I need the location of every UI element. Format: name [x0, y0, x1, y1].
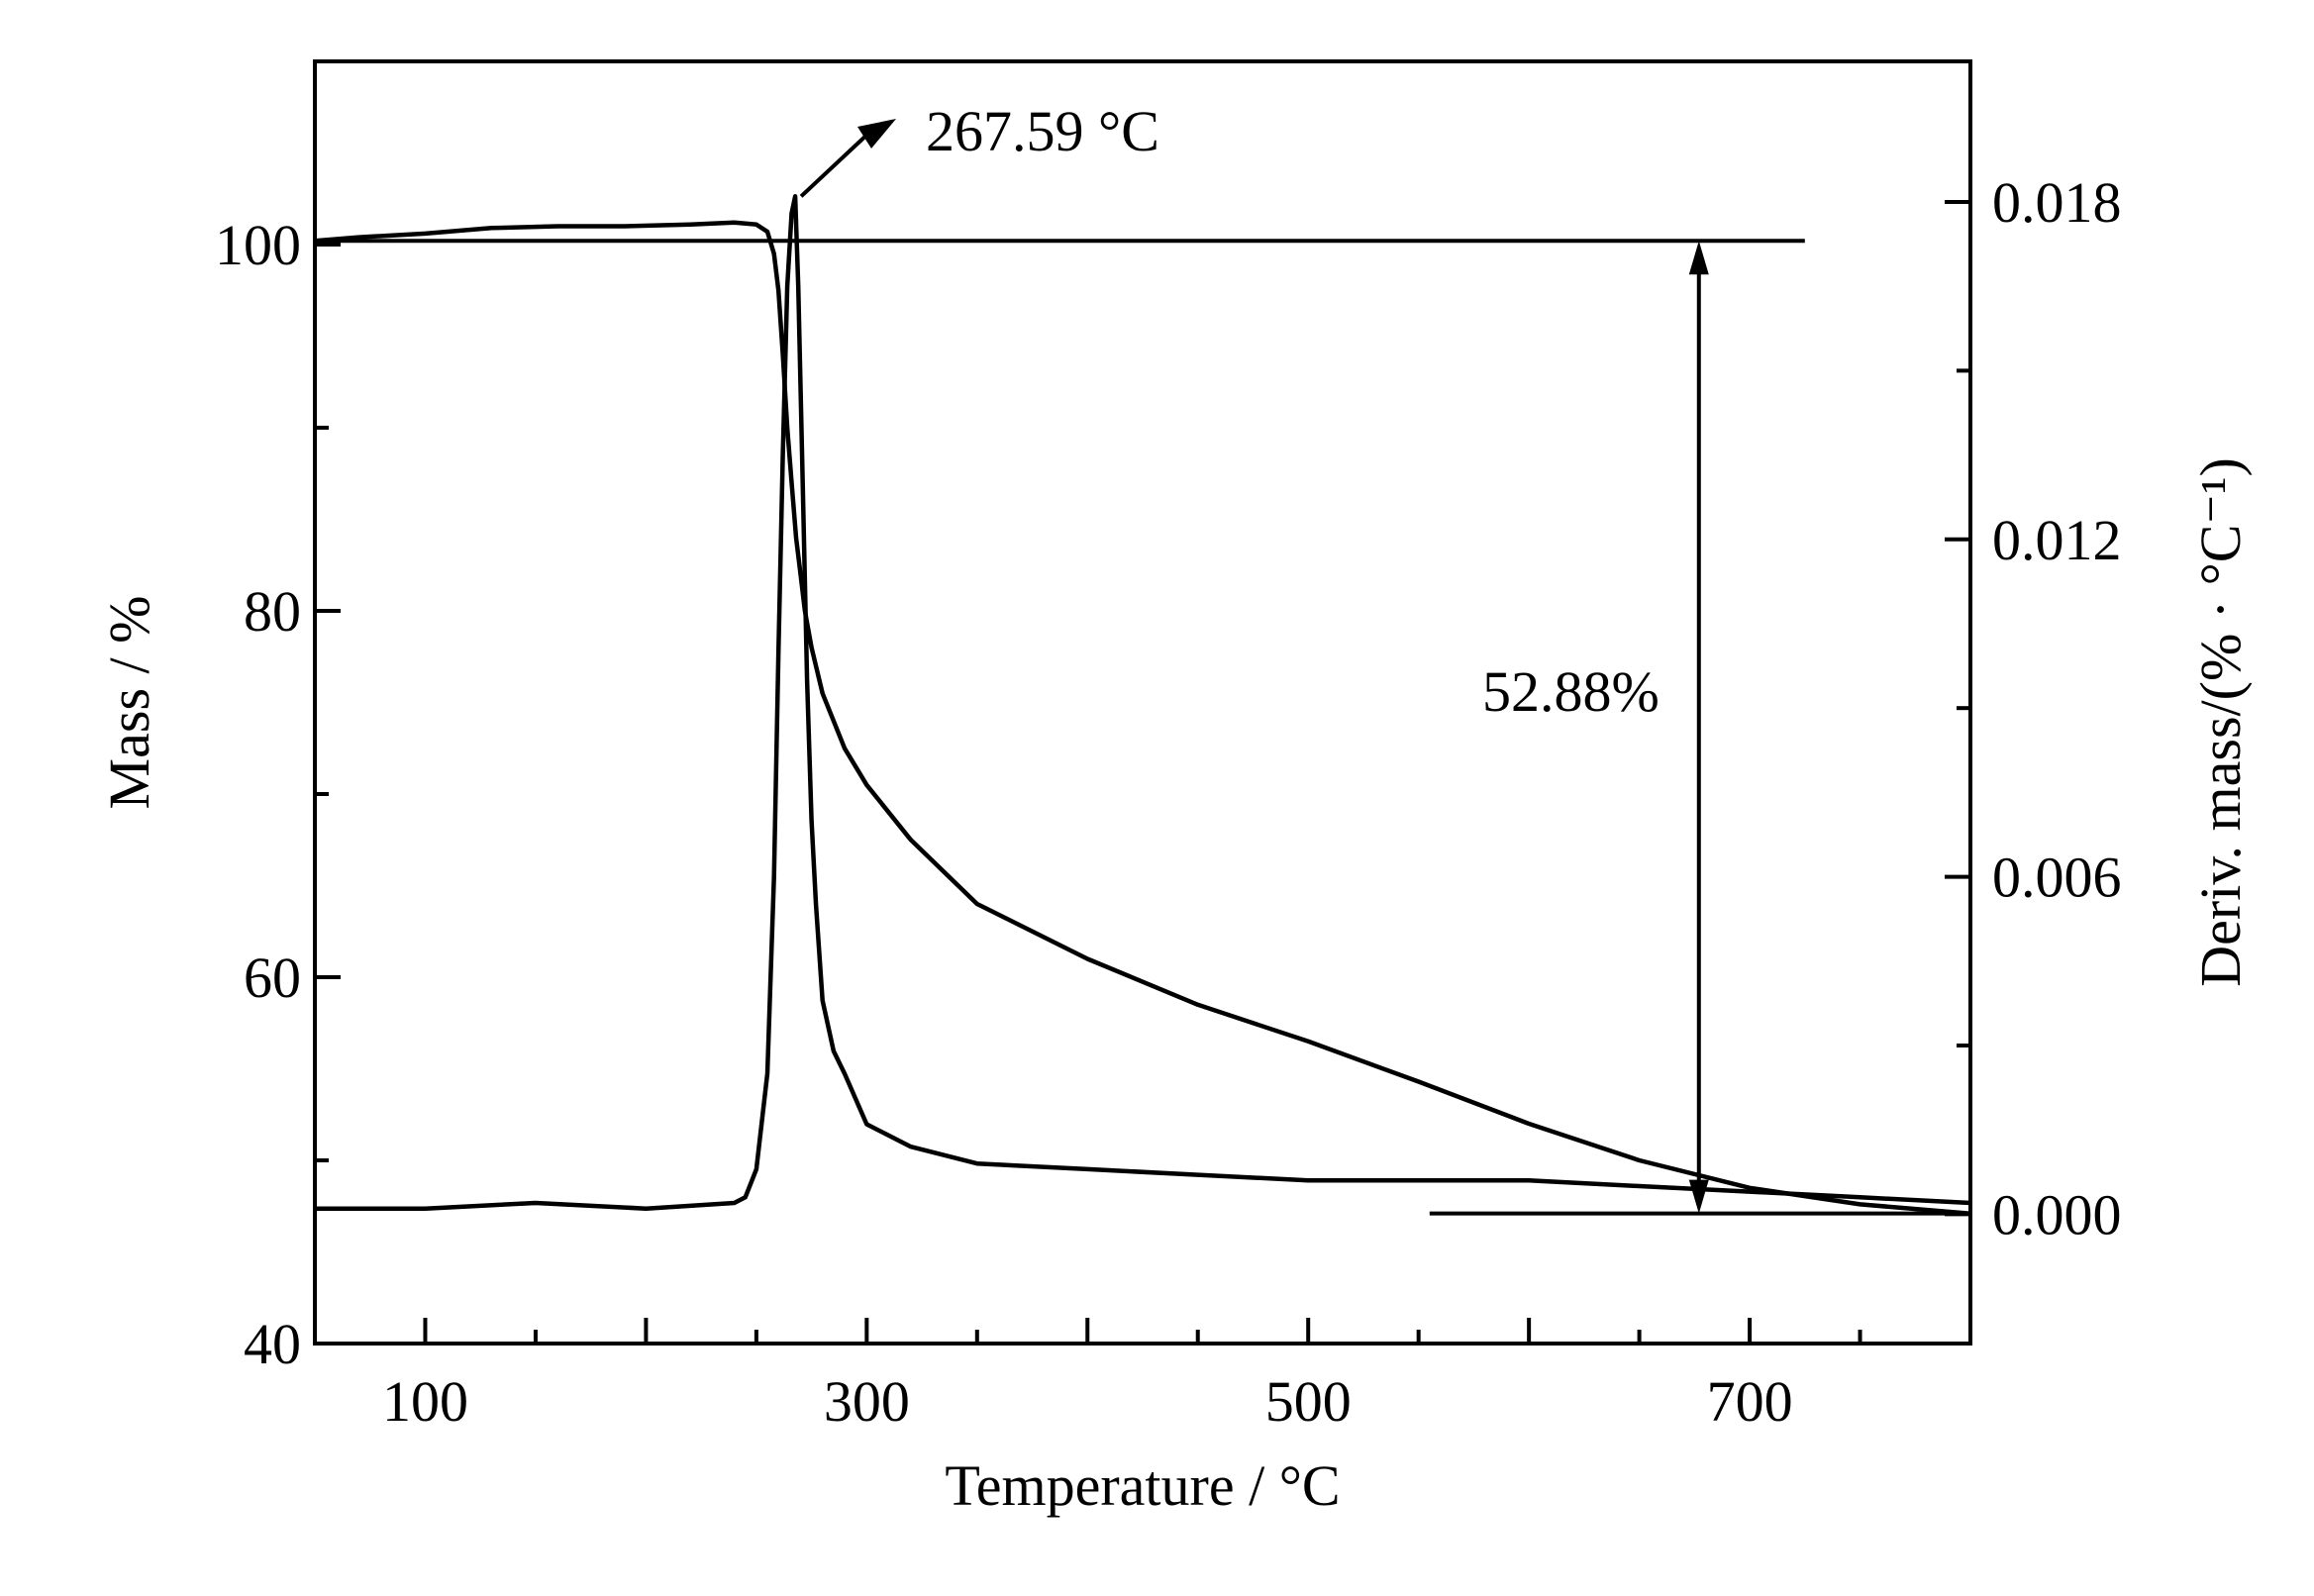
- series-lines: [314, 194, 1971, 1216]
- mass-loss-arrowhead-top: [1688, 241, 1709, 275]
- x-axis-title: Temperature / °C: [945, 1453, 1340, 1518]
- y-right-tick-label: 0.000: [1992, 1182, 2122, 1247]
- axes: 100 300 500 700 40 60 80 100 0.000 0.006 0.012 0.01…: [97, 59, 2253, 1518]
- x-tick-label: 700: [1707, 1369, 1793, 1434]
- annotations: 52.88% 267.59 °C: [315, 99, 1970, 1216]
- y-left-tick-label: 60: [244, 946, 301, 1010]
- y-right-tick-label: 0.018: [1992, 170, 2122, 235]
- deriv-mass-line: [315, 194, 1971, 1211]
- mass-loss-arrowhead-bottom: [1688, 1179, 1709, 1214]
- plot-frame: [313, 59, 1972, 1346]
- y-right-tick-label: 0.012: [1992, 508, 2122, 572]
- mass-loss-label: 52.88%: [1482, 659, 1660, 724]
- peak-arrow-shaft: [799, 129, 873, 198]
- peak-arrowhead: [857, 119, 896, 149]
- y-left-tick-label: 80: [244, 579, 301, 644]
- y-left-axis-title: Mass / %: [97, 596, 161, 810]
- x-tick-label: 100: [382, 1369, 468, 1434]
- y-left-tick-label: 100: [215, 213, 301, 277]
- x-tick-label: 500: [1265, 1369, 1352, 1434]
- y-left-tick-label: 40: [244, 1312, 301, 1376]
- mass-line: [314, 220, 1971, 1216]
- y-right-tick-label: 0.006: [1992, 846, 2122, 910]
- y-right-axis-title: Deriv. mass/(% · °C⁻¹): [2188, 457, 2253, 987]
- peak-label: 267.59 °C: [926, 99, 1159, 163]
- x-tick-label: 300: [824, 1369, 910, 1434]
